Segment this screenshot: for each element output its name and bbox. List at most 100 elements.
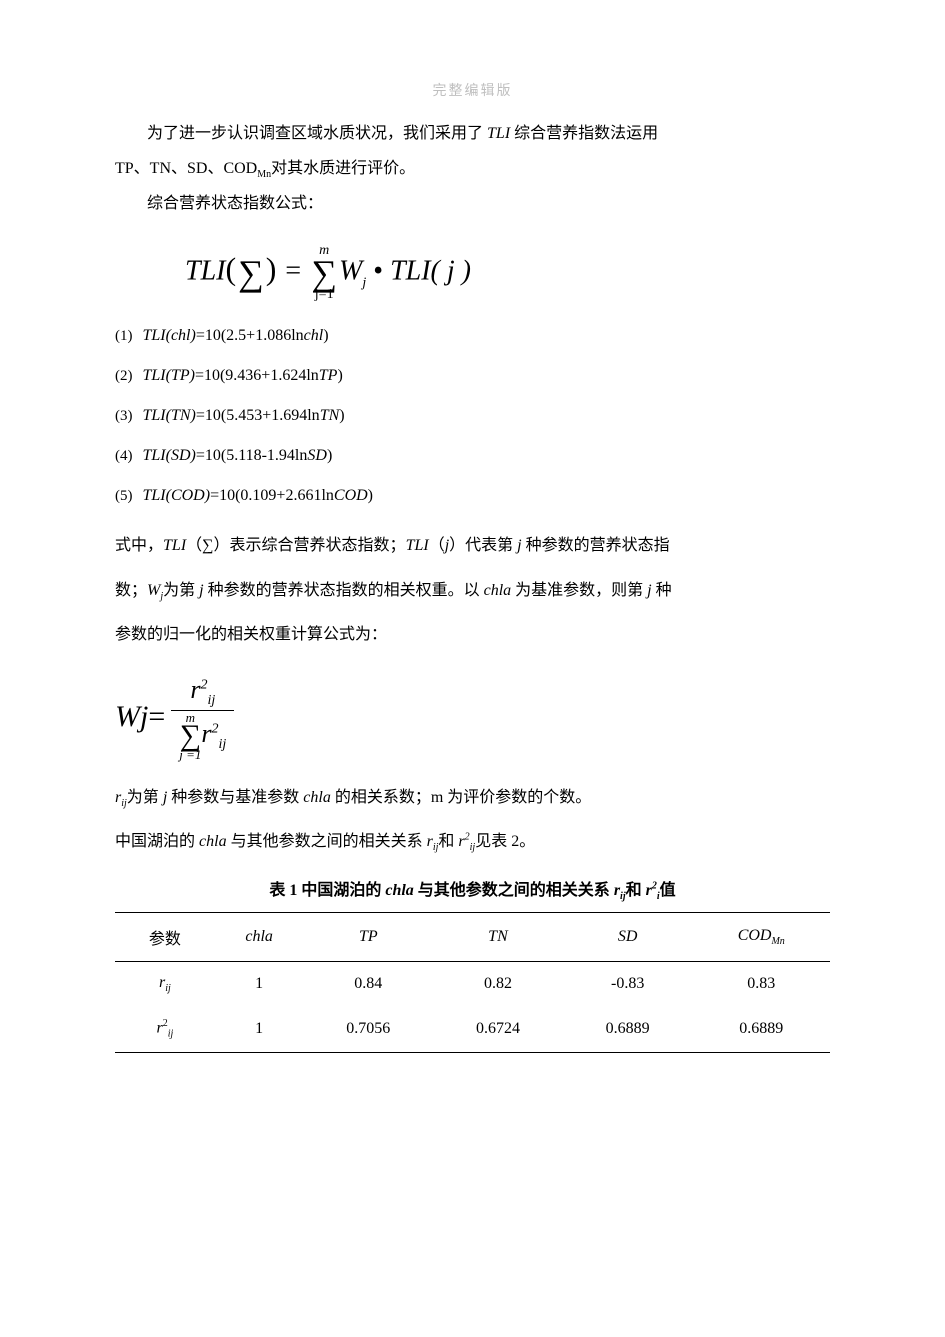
sub: ij [168, 1029, 174, 1040]
text: chla [245, 928, 273, 945]
text: 种 [656, 582, 672, 599]
formula-tail: ) [368, 487, 373, 504]
text: SD [618, 928, 638, 945]
var: chla [303, 789, 335, 806]
cell: 0.7056 [303, 1006, 433, 1052]
text: 种参数的营养状态指数的相关权重。以 [208, 582, 484, 599]
sigma-lower: j =1 [179, 748, 201, 761]
sup-2: 2 [212, 721, 219, 736]
sigma-block: m∑j=1 [311, 244, 337, 303]
text: 值 [660, 882, 676, 899]
paren-close: ) [266, 251, 277, 287]
subscript-mn: Mn [257, 169, 271, 180]
sub-mn: Mn [771, 936, 784, 947]
formula-list: (1) TLI(chl)=10(2.5+1.086lnchl) (2) TLI(… [115, 327, 830, 505]
text: TN [488, 928, 508, 945]
formula-tail: ) [327, 447, 332, 464]
formula-lhs: TLI(TN) [143, 407, 196, 424]
var: chla [484, 582, 516, 599]
table-title: 表 1 中国湖泊的 chla 与其他参数之间的相关关系 rij和 r2i值 [115, 876, 830, 902]
text: 表 1 中国湖泊的 [269, 882, 385, 899]
formula-item-2: (2) TLI(TP)=10(9.436+1.624lnTP) [115, 367, 830, 385]
formula-var: COD [334, 487, 368, 504]
formula-num: (5) [115, 488, 133, 504]
correlation-table: 参数 chla TP TN SD CODMn rij 1 0.84 0.82 -… [115, 912, 830, 1053]
paren-open: ( [225, 251, 236, 287]
text: （ [429, 537, 445, 554]
text: 为了进一步认识调查区域水质状况，我们采用了 [147, 125, 487, 142]
formula-item-3: (3) TLI(TN)=10(5.453+1.694lnTN) [115, 407, 830, 425]
var: j [647, 582, 655, 599]
table-row: r2ij 1 0.7056 0.6724 0.6889 0.6889 [115, 1006, 830, 1052]
formula-lhs: TLI(SD) [143, 447, 196, 464]
explain-para-2: 数；Wj为第 j 种参数的营养状态指数的相关权重。以 chla 为基准参数，则第… [115, 572, 830, 610]
cell: 0.6724 [433, 1006, 563, 1052]
sup: 2 [163, 1018, 168, 1029]
formula-var: SD [307, 447, 327, 464]
formula-tail: ) [339, 407, 344, 424]
formula-eq: =10(9.436+1.624ln [195, 367, 319, 384]
formula-lhs: TLI(COD) [143, 487, 211, 504]
var: TLI [163, 537, 186, 554]
formula-rhs: TLI( j ) [390, 256, 471, 287]
text: TP [359, 928, 378, 945]
text: 见表 2。 [475, 833, 535, 850]
text: 种参数与基准参数 [171, 789, 303, 806]
var: TLI [406, 537, 429, 554]
header-param: 参数 [115, 912, 215, 961]
var-w: W [339, 256, 362, 287]
sub-ij: ij [219, 737, 227, 752]
sigma-symbol: ∑ [179, 724, 201, 748]
main-formula: TLI(∑) = m∑j=1Wj • TLI( j ) [185, 244, 830, 303]
table-header-row: 参数 chla TP TN SD CODMn [115, 912, 830, 961]
text: TP、TN、SD、COD [115, 160, 257, 177]
var: j [517, 537, 525, 554]
text: 对其水质进行评价。 [271, 160, 415, 177]
row-label: r2ij [115, 1006, 215, 1052]
cell: 0.6889 [563, 1006, 693, 1052]
text: 种参数的营养状态指 [526, 537, 670, 554]
var-r: r [201, 719, 211, 748]
formula-tail: ) [323, 327, 328, 344]
cell: -0.83 [563, 961, 693, 1006]
text: 综合营养指数法运用 [510, 125, 658, 142]
formula-num: (1) [115, 328, 133, 344]
formula-var: TP [319, 367, 338, 384]
text: 数； [115, 582, 147, 599]
formula-eq: =10(5.453+1.694ln [196, 407, 320, 424]
formula-var: chl [304, 327, 324, 344]
text: 中国湖泊的 [115, 833, 199, 850]
formula-num: (4) [115, 448, 133, 464]
cell: 1 [215, 1006, 304, 1052]
sigma-block: m∑j =1 [179, 711, 201, 761]
row-label: rij [115, 961, 215, 1006]
formula-lhs: TLI(TP) [143, 367, 195, 384]
cell: 1 [215, 961, 304, 1006]
var: j [199, 582, 207, 599]
var-r: r [190, 675, 200, 704]
formula-var: TN [320, 407, 340, 424]
text: （∑）表示综合营养状态指数； [186, 537, 405, 554]
sub-ij: ij [207, 693, 215, 708]
equals: = [276, 256, 309, 287]
sigma-inline: ∑ [238, 258, 264, 289]
var-wj: Wj [115, 700, 148, 734]
text: 式中， [115, 537, 163, 554]
header-sd: SD [563, 912, 693, 961]
header-tp: TP [303, 912, 433, 961]
sub: ij [165, 983, 171, 994]
explain2-para-2: 中国湖泊的 chla 与其他参数之间的相关关系 rij和 r2ij见表 2。 [115, 823, 830, 861]
equals: = [148, 700, 165, 734]
tli-term: TLI [487, 125, 510, 142]
text: 为基准参数，则第 [515, 582, 647, 599]
formula-num: (2) [115, 368, 133, 384]
formula-item-4: (4) TLI(SD)=10(5.118-1.94lnSD) [115, 447, 830, 465]
text: 的相关系数；m 为评价参数的个数。 [335, 789, 591, 806]
document-body: 为了进一步认识调查区域水质状况，我们采用了 TLI 综合营养指数法运用 TP、T… [115, 120, 830, 1053]
text: 和 [626, 882, 646, 899]
var: chla [199, 833, 231, 850]
var: chla [385, 882, 417, 899]
intro-paragraph-3: 综合营养状态指数公式： [115, 190, 830, 219]
sup: 2 [652, 880, 657, 891]
explain-para-1: 式中，TLI（∑）表示综合营养状态指数；TLI（j）代表第 j 种参数的营养状态… [115, 527, 830, 565]
